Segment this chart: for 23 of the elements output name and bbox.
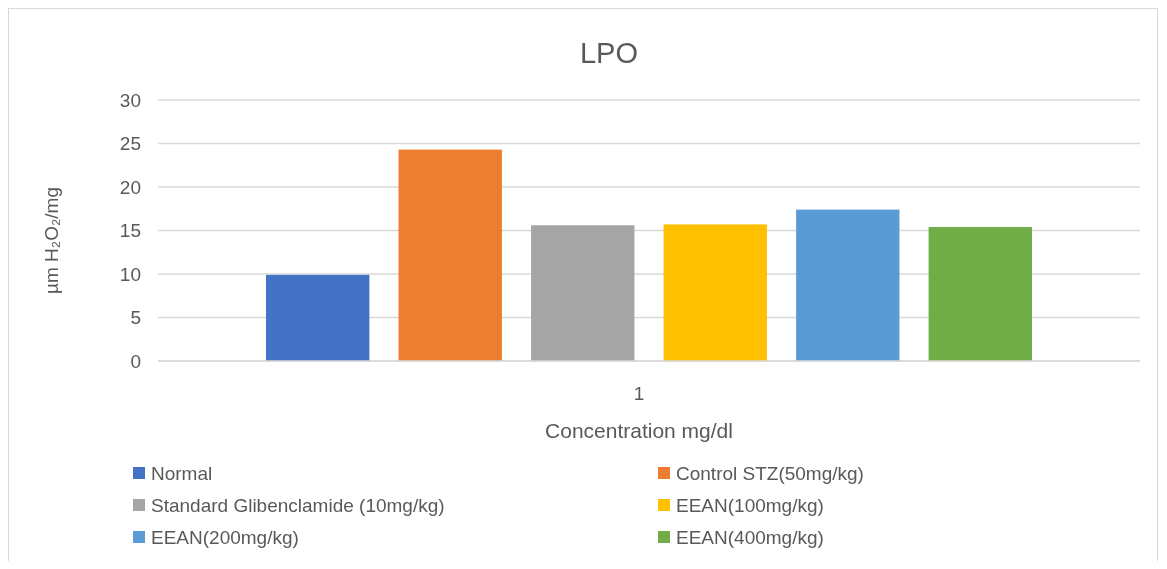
y-tick-label: 10 <box>119 263 141 285</box>
legend-label: EEAN(400mg/kg) <box>676 526 824 548</box>
legend-label: Standard Glibenclamide (10mg/kg) <box>151 494 445 516</box>
y-tick-label: 30 <box>119 89 141 111</box>
bar <box>531 225 635 361</box>
bar <box>663 224 767 361</box>
bar <box>928 227 1032 361</box>
bar <box>266 274 370 361</box>
y-tick-label: 15 <box>119 220 141 242</box>
bar <box>796 209 900 361</box>
x-axis-title: Concentration mg/dl <box>545 419 733 443</box>
x-tick-label: 1 <box>633 382 645 404</box>
y-tick-label: 20 <box>119 176 141 198</box>
y-tick-label: 0 <box>130 350 141 372</box>
legend-label: EEAN(200mg/kg) <box>151 526 299 548</box>
legend-label: Control STZ(50mg/kg) <box>676 462 864 484</box>
legend-label: Normal <box>151 462 213 484</box>
chart-title: LPO <box>579 37 639 69</box>
legend-label: EEAN(100mg/kg) <box>676 494 824 516</box>
bar <box>398 149 502 361</box>
y-tick-label: 25 <box>119 133 141 155</box>
y-axis-title: µm H₂O₂/mg <box>41 187 62 294</box>
y-tick-label: 5 <box>130 307 141 329</box>
